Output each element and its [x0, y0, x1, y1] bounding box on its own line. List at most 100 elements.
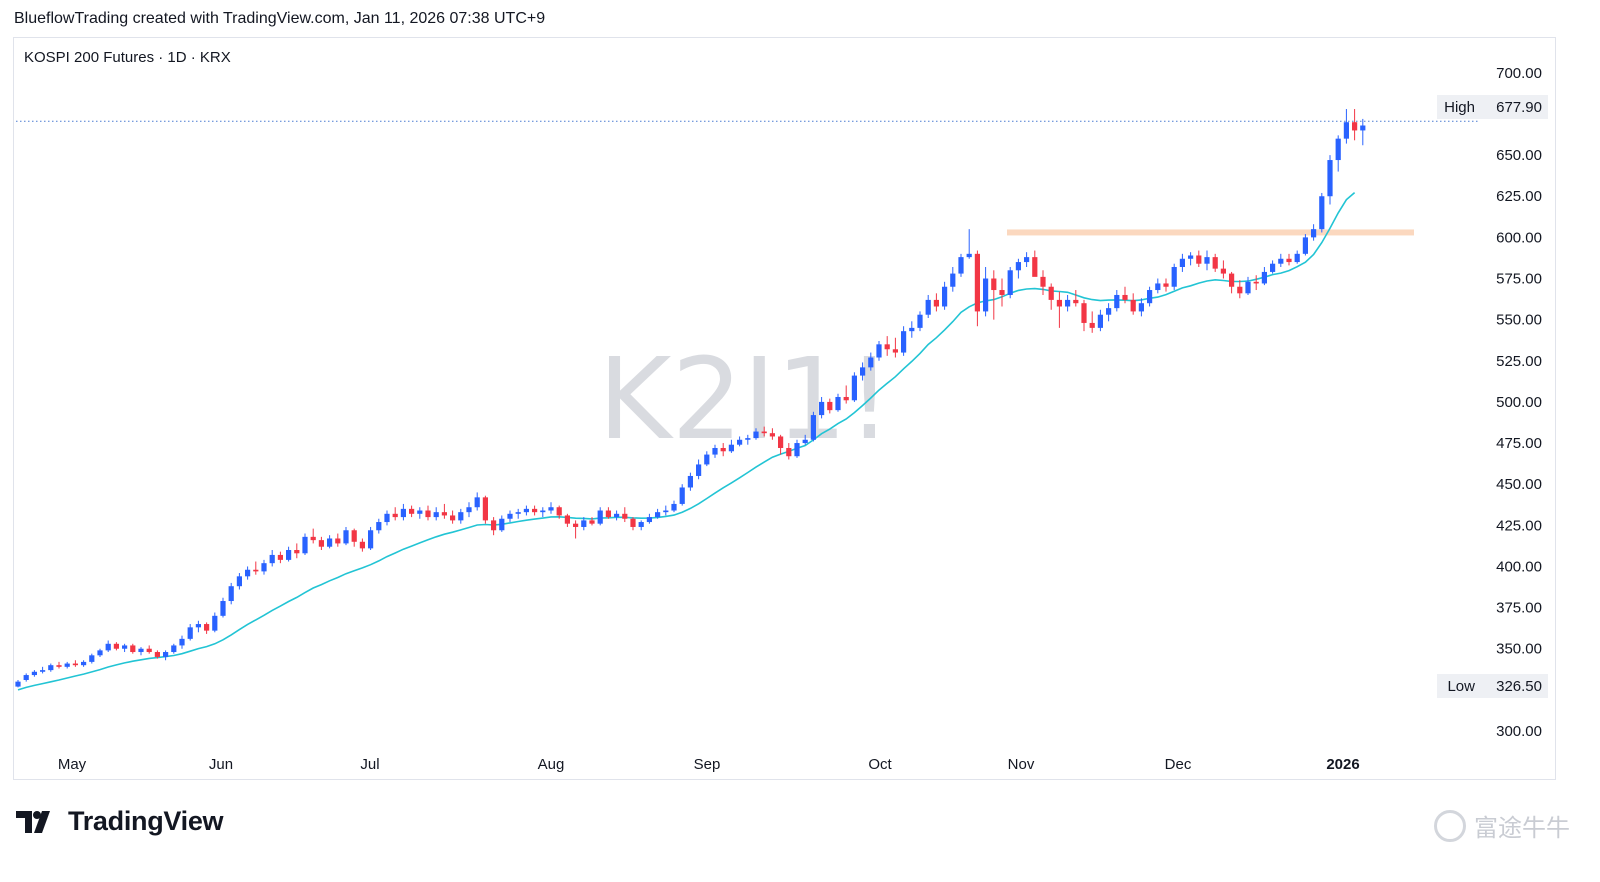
candle — [1122, 286, 1128, 304]
candle — [1056, 291, 1062, 328]
candle — [154, 650, 160, 659]
candle — [802, 434, 808, 445]
candle-body — [1204, 257, 1210, 264]
candle-body — [236, 576, 242, 587]
candle-body — [769, 433, 775, 437]
candle — [1319, 192, 1325, 233]
candle — [597, 507, 603, 526]
candle — [23, 673, 29, 682]
candle-body — [646, 517, 652, 523]
candle — [745, 434, 751, 445]
candle-body — [720, 447, 726, 452]
candle — [728, 439, 734, 453]
candle — [851, 372, 857, 402]
candle-body — [778, 436, 784, 448]
candle-body — [810, 415, 816, 440]
price-tick-label: 550.00 — [1496, 312, 1542, 329]
candle-body — [417, 510, 423, 514]
candle — [482, 495, 488, 524]
tradingview-logo-icon — [16, 810, 50, 833]
candle — [417, 507, 423, 519]
candle — [1065, 294, 1071, 312]
candle-body — [146, 648, 152, 653]
candle — [1106, 303, 1112, 322]
candle-body — [327, 538, 333, 547]
price-tick-label: 375.00 — [1496, 600, 1542, 617]
candle-body — [1073, 299, 1079, 304]
candle-body — [23, 675, 29, 680]
candle — [556, 505, 562, 519]
candle-body — [860, 367, 866, 376]
candle-body — [204, 624, 210, 631]
candle — [843, 385, 849, 404]
candle — [564, 513, 570, 527]
candle — [909, 321, 915, 338]
candle — [294, 543, 300, 559]
candle — [810, 411, 816, 442]
candle — [310, 528, 316, 544]
candle — [966, 229, 972, 259]
candle-body — [687, 475, 693, 488]
candle-body — [843, 396, 849, 401]
candle — [269, 550, 275, 567]
candle — [630, 517, 636, 531]
candle-body — [212, 615, 218, 631]
candle — [433, 507, 439, 521]
chart-frame[interactable] — [13, 37, 1556, 780]
candle — [581, 517, 587, 531]
candle — [450, 510, 456, 524]
candle — [1343, 109, 1349, 144]
candle-body — [31, 671, 37, 676]
price-axis[interactable]: 700.00 650.00 625.00 600.00 575.00 550.00 525.… — [1496, 65, 1542, 740]
candle-body — [655, 512, 661, 518]
candle-body — [269, 554, 275, 564]
candle — [409, 505, 415, 518]
candle — [1147, 286, 1153, 307]
candle-body — [1237, 286, 1243, 294]
candle-body — [901, 331, 907, 353]
candle-body — [851, 375, 857, 401]
candle — [769, 428, 775, 440]
candle — [1007, 266, 1013, 299]
candle — [72, 660, 78, 667]
candle — [1278, 253, 1284, 267]
candle — [351, 528, 357, 547]
candle-body — [1065, 299, 1071, 307]
candle-body — [1327, 160, 1333, 197]
candle — [1097, 309, 1103, 332]
candle-body — [1163, 283, 1169, 287]
candle — [1352, 109, 1358, 141]
candle — [220, 597, 226, 618]
candle — [876, 341, 882, 361]
candle — [638, 520, 644, 531]
candle — [786, 443, 792, 460]
candle-body — [1171, 266, 1177, 287]
candle-body — [794, 443, 800, 457]
candle-body — [728, 444, 734, 452]
symbol-title[interactable]: KOSPI 200 Futures · 1D · KRX — [24, 49, 231, 66]
candle-body — [868, 357, 874, 368]
candle-body — [540, 510, 546, 513]
time-tick-label: Sep — [694, 756, 721, 773]
candle-body — [310, 536, 316, 541]
candle-body — [745, 438, 751, 440]
time-tick-label: Oct — [868, 756, 892, 773]
candle — [1114, 290, 1120, 312]
candle — [540, 507, 546, 518]
candle — [892, 337, 898, 358]
candle — [425, 505, 431, 521]
candle-body — [1155, 283, 1161, 291]
candle — [458, 508, 464, 524]
candle-body — [1048, 286, 1054, 300]
candle-body — [925, 299, 931, 315]
tradingview-logo[interactable]: TradingView — [16, 806, 224, 837]
candle — [794, 439, 800, 458]
candle-body — [663, 510, 669, 513]
candle — [1245, 276, 1251, 295]
price-tick-label: 300.00 — [1496, 723, 1542, 740]
candle — [589, 517, 595, 526]
time-axis[interactable]: May Jun Jul Aug Sep Oct Nov Dec 2026 — [58, 756, 1360, 773]
candle-body — [1147, 290, 1153, 304]
time-tick-label: Dec — [1165, 756, 1192, 773]
